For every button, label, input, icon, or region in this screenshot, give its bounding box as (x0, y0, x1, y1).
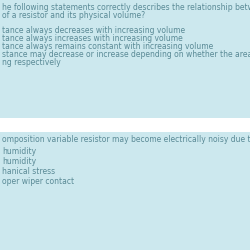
Text: omposition variable resistor may become electrically noisy due to:: omposition variable resistor may become … (2, 135, 250, 144)
Bar (0, 132, 250, 250)
Bar (0, 118, 250, 132)
Text: tance always increases with increasing volume: tance always increases with increasing v… (2, 34, 183, 43)
Text: oper wiper contact: oper wiper contact (2, 177, 74, 186)
Text: ng respectively: ng respectively (2, 58, 61, 67)
Text: humidity: humidity (2, 147, 36, 156)
Text: stance may decrease or increase depending on whether the area or lengt: stance may decrease or increase dependin… (2, 50, 250, 59)
Text: of a resistor and its physical volume?: of a resistor and its physical volume? (2, 11, 145, 20)
Text: humidity: humidity (2, 157, 36, 166)
Text: he following statements correctly describes the relationship between the: he following statements correctly descri… (2, 3, 250, 12)
Bar (0, 0, 250, 125)
Text: tance always decreases with increasing volume: tance always decreases with increasing v… (2, 26, 185, 35)
Text: tance always remains constant with increasing volume: tance always remains constant with incre… (2, 42, 213, 51)
Text: hanical stress: hanical stress (2, 167, 55, 176)
